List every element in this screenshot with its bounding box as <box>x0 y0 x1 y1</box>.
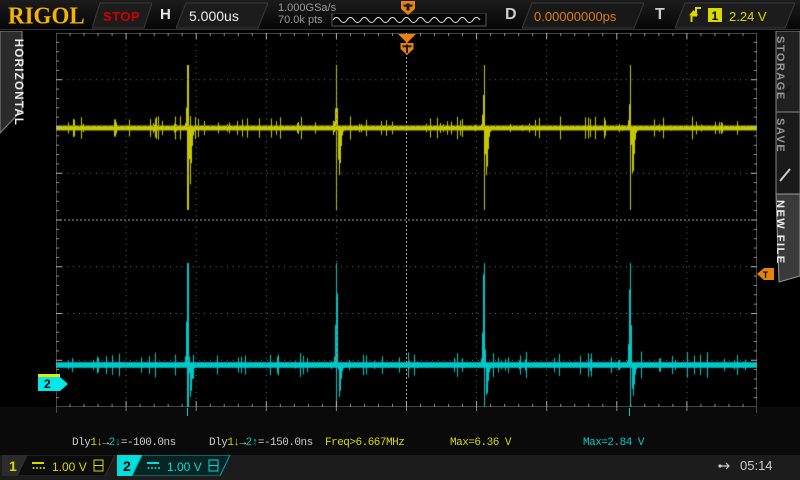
svg-text:2.24 V: 2.24 V <box>729 9 767 24</box>
svg-text:2: 2 <box>123 458 131 474</box>
svg-text:T: T <box>763 270 769 280</box>
svg-text:1.00 V: 1.00 V <box>52 460 87 474</box>
svg-text:2: 2 <box>44 377 51 391</box>
svg-text:STOP: STOP <box>103 9 140 24</box>
svg-text:1: 1 <box>9 458 17 474</box>
svg-text:5.000us: 5.000us <box>189 8 239 24</box>
svg-text:0.00000000ps: 0.00000000ps <box>534 9 617 24</box>
svg-text:1: 1 <box>712 9 719 23</box>
svg-text:1.00 V: 1.00 V <box>167 460 202 474</box>
